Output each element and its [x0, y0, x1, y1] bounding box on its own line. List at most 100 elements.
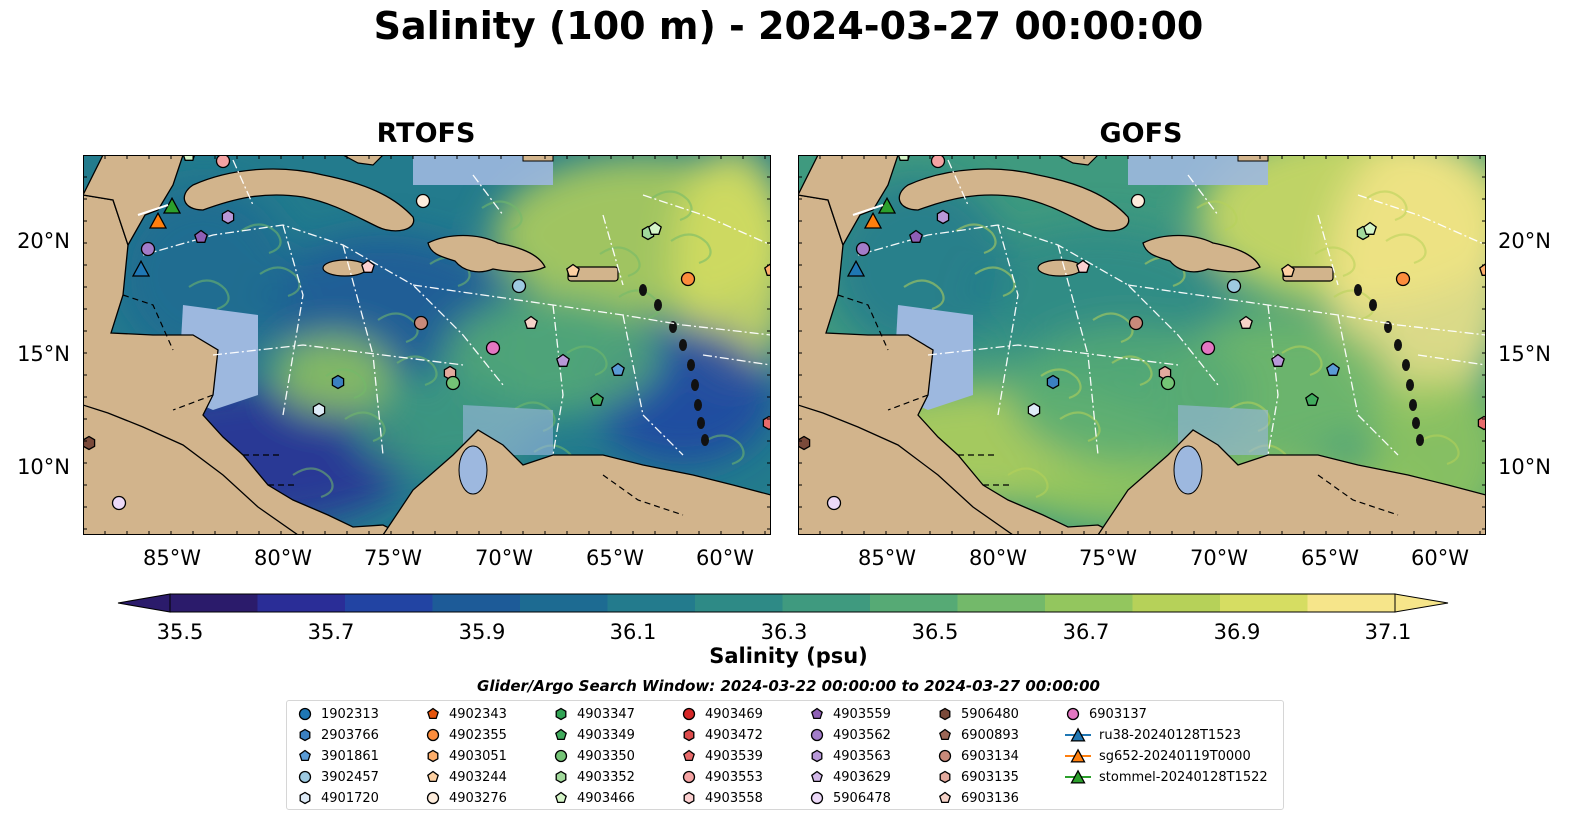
eddy [1111, 355, 1153, 387]
argo-float-marker [1160, 375, 1176, 391]
argo-float-marker [648, 221, 662, 235]
land-antilles-island [654, 299, 662, 311]
legend-marker [1065, 727, 1091, 742]
argo-float-marker [331, 374, 345, 390]
lake-maracaibo [1173, 445, 1203, 495]
legend-marker [427, 770, 439, 783]
legend-entry-4903466: 4903466 [553, 789, 635, 807]
cb-tick-36-1: 36.1 [609, 620, 657, 644]
legend-label: 3902457 [321, 769, 379, 785]
legend-marker [683, 728, 695, 742]
legend-entry-4903539: 4903539 [681, 747, 763, 765]
legend-entry-4903347: 4903347 [553, 705, 635, 723]
legend-entry-4903469: 4903469 [681, 705, 763, 723]
argo-float-marker [1200, 340, 1216, 356]
land-antilles-island [687, 359, 695, 371]
legend-label: 5906478 [833, 790, 891, 806]
legend-entry-6903135: 6903135 [937, 768, 1019, 786]
legend-marker [682, 707, 696, 721]
eddy [1059, 411, 1101, 443]
lat-label-20n: 20°N [17, 229, 70, 253]
colorbar-bin [432, 594, 521, 612]
eddy [396, 355, 438, 387]
legend-label: 4903469 [705, 706, 763, 722]
legend-entry-4903051: 4903051 [425, 747, 507, 765]
legend-marker [938, 749, 952, 763]
argo-float-marker [415, 193, 431, 209]
legend-label: sg652-20240119T0000 [1099, 748, 1251, 764]
legend-label: 4903352 [577, 769, 635, 785]
argo-float-marker [413, 315, 429, 331]
argo-float-marker [590, 392, 604, 406]
legend-label: 2903766 [321, 727, 379, 743]
eddy [651, 190, 693, 222]
argo-float-marker [1281, 263, 1295, 277]
argo-float-marker [909, 229, 923, 243]
argo-float-marker [312, 402, 326, 418]
argo-float-marker [762, 415, 771, 431]
legend: 1902313 2903766 3901861 3902457 4901720 49023… [286, 700, 1284, 810]
legend-label: 4903051 [449, 748, 507, 764]
land-antilles-island [1406, 379, 1414, 391]
cb-tick-37-1: 37.1 [1364, 620, 1412, 644]
legend-entry-ru38-20240128T1523: ru38-20240128T1523 [1065, 726, 1241, 744]
legend-entry-1902313: 1902313 [297, 705, 379, 723]
eddy [188, 279, 230, 311]
glider-ru38-marker [131, 259, 151, 277]
land-antilles-island [669, 321, 677, 333]
legend-label: 4903350 [577, 748, 635, 764]
legend-marker [427, 707, 439, 720]
argo-float-marker [1128, 315, 1144, 331]
lon-label-85w: 85°W [143, 546, 201, 570]
land-antilles-island [701, 434, 709, 446]
lon-label-70w: 70°W [475, 546, 533, 570]
lat-label-10n-right: 10°N [1498, 455, 1551, 479]
argo-float-marker [855, 241, 871, 257]
legend-label: 4903347 [577, 706, 635, 722]
argo-float-marker [826, 495, 842, 511]
legend-label: 4903539 [705, 748, 763, 764]
legend-marker [1065, 748, 1091, 763]
legend-marker [299, 728, 311, 742]
legend-entry-4903276: 4903276 [425, 789, 507, 807]
legend-marker [939, 707, 951, 721]
argo-float-marker [1271, 353, 1285, 367]
argo-float-marker [182, 155, 196, 161]
legend-marker [555, 728, 567, 741]
lon-label-75w-right: 75°W [1079, 546, 1137, 570]
gofs-map [798, 155, 1486, 535]
cb-tick-35-9: 35.9 [458, 620, 506, 644]
argo-float-marker [445, 375, 461, 391]
land-antilles-island [691, 379, 699, 391]
legend-marker [810, 728, 824, 742]
cb-tick-36-7: 36.7 [1062, 620, 1110, 644]
argo-float-marker [1479, 262, 1486, 276]
eddy [955, 223, 997, 255]
land-central-america [83, 194, 404, 535]
cb-tick-35-5: 35.5 [156, 620, 204, 644]
land-antilles-island [639, 284, 647, 296]
land-antilles-island [1409, 399, 1417, 411]
argo-float-marker [798, 435, 811, 451]
colorbar-bin [257, 594, 346, 612]
legend-marker [811, 770, 823, 783]
legend-label: 4903349 [577, 727, 635, 743]
legend-entry-4903629: 4903629 [809, 768, 891, 786]
argo-float-marker [1027, 402, 1041, 418]
legend-entry-stommel-20240128T1522: stommel-20240128T1522 [1065, 768, 1268, 786]
land-florida [342, 155, 384, 166]
argo-float-marker [611, 362, 625, 376]
colorbar-bin [870, 594, 959, 612]
argo-float-marker [1395, 271, 1411, 287]
land-antilles-island [1394, 339, 1402, 351]
land-central-america [798, 194, 1119, 535]
legend-label: stommel-20240128T1522 [1099, 769, 1268, 785]
colorbar-bin [170, 594, 259, 612]
legend-entry-6903134: 6903134 [937, 747, 1019, 765]
colorbar-bin [1307, 594, 1396, 612]
legend-marker [554, 749, 568, 763]
legend-marker [298, 770, 312, 784]
eddy [1281, 345, 1323, 377]
eez-boundary [142, 159, 771, 456]
legend-entry-4903559: 4903559 [809, 705, 891, 723]
